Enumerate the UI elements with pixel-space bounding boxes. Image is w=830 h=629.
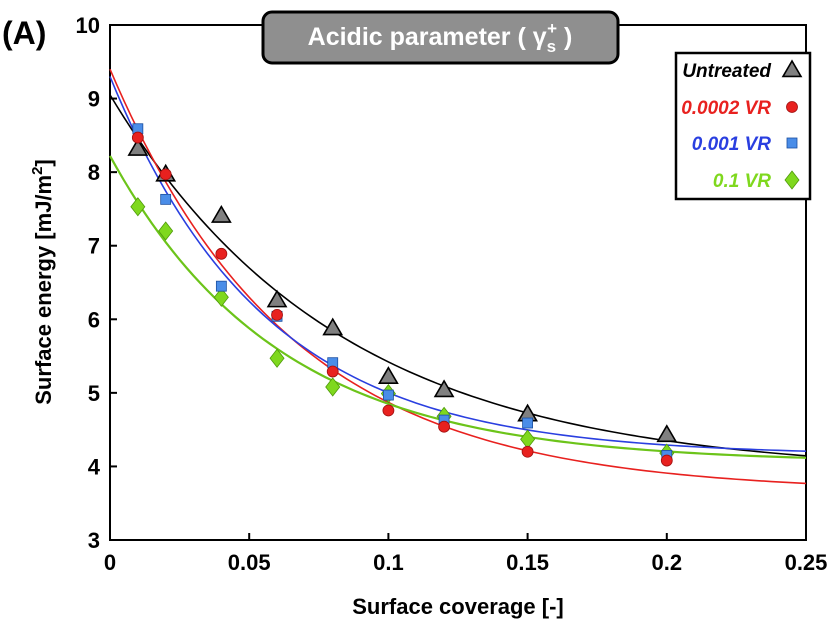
title-end: ) [557, 23, 572, 51]
data-point-square [522, 417, 533, 429]
legend-label: 0.001 VR [692, 134, 771, 155]
data-point-circle [660, 454, 673, 467]
y-tick-label: 7 [88, 234, 100, 259]
y-axis-label-main: Surface energy [mJ/m [31, 175, 56, 405]
legend-label: 0.0002 VR [681, 98, 771, 119]
fit-curve-3 [109, 76, 807, 452]
data-point-diamond [520, 429, 536, 449]
legend-marker [781, 59, 803, 78]
title-main: Acidic parameter ( γ [308, 23, 547, 51]
fit-curve-2 [109, 68, 807, 485]
data-point-circle [438, 420, 450, 433]
data-point-triangle [433, 379, 455, 398]
y-tick-label: 8 [88, 160, 100, 185]
data-point-circle [271, 308, 283, 321]
y-tick-label: 6 [88, 307, 100, 332]
data-point-circle [326, 365, 339, 378]
x-tick-label: 0.15 [506, 550, 549, 575]
data-point-triangle [127, 138, 149, 156]
legend-label: Untreated [682, 61, 771, 82]
data-points [127, 123, 678, 467]
data-point-diamond [158, 221, 174, 241]
data-point-triangle [266, 289, 288, 308]
legend-marker [786, 137, 798, 149]
data-point-square [382, 389, 394, 401]
fit-curve-4 [109, 155, 807, 459]
axis-ticks: 0 0.05 0.1 0.15 0.2 0.25 3 4 5 6 7 8 9 10 [76, 13, 828, 575]
x-tick-label: 0.25 [785, 550, 828, 575]
data-point-diamond [325, 377, 341, 397]
fit-curve-1 [109, 94, 807, 457]
y-tick-label: 9 [88, 87, 100, 112]
legend-marker [786, 101, 798, 113]
title-text: Acidic parameter ( γs+ ) [308, 19, 573, 56]
chart-title: Acidic parameter ( γs+ ) [261, 10, 620, 65]
x-axis-label: Surface coverage [-] [352, 594, 564, 619]
data-point-circle [215, 247, 228, 260]
title-subscript: s [547, 37, 556, 56]
fit-curves [109, 68, 807, 485]
data-point-triangle [656, 424, 678, 443]
y-tick-label: 10 [76, 13, 100, 38]
y-tick-label: 4 [88, 454, 101, 479]
legend: Untreated 0.0002 VR 0.001 VR 0.1 VR [681, 59, 803, 192]
title-box [261, 10, 620, 65]
legend-box [674, 51, 812, 201]
x-tick-label: 0.2 [652, 550, 683, 575]
data-point-diamond [130, 197, 146, 217]
data-point-diamond [269, 348, 285, 368]
y-tick-label: 3 [88, 528, 100, 553]
data-point-diamond [213, 287, 229, 307]
data-point-square [160, 193, 172, 205]
data-point-circle [159, 168, 172, 181]
data-point-triangle [378, 366, 399, 384]
data-point-triangle [210, 204, 232, 223]
y-axis-label-end: ] [31, 159, 56, 166]
data-point-circle [382, 404, 395, 417]
legend-marker [784, 170, 800, 190]
y-axis-label-sup: 2 [29, 167, 46, 175]
panel-label: (A) [2, 15, 46, 51]
data-point-square [215, 280, 227, 292]
title-superscript: + [547, 19, 557, 38]
y-tick-label: 5 [88, 381, 100, 406]
x-tick-label: 0 [104, 550, 116, 575]
y-axis-label: Surface energy [mJ/m2] [29, 159, 56, 405]
x-tick-label: 0.1 [373, 550, 404, 575]
data-point-circle [521, 445, 534, 458]
data-point-triangle [322, 317, 344, 336]
x-tick-label: 0.05 [228, 550, 271, 575]
data-point-circle [131, 131, 144, 144]
legend-label: 0.1 VR [713, 171, 771, 192]
